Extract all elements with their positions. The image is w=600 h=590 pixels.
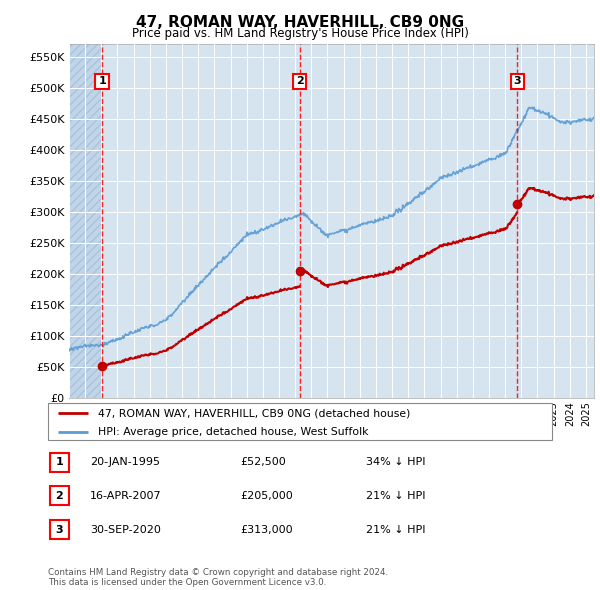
Text: 47, ROMAN WAY, HAVERHILL, CB9 0NG: 47, ROMAN WAY, HAVERHILL, CB9 0NG <box>136 15 464 30</box>
Text: 16-APR-2007: 16-APR-2007 <box>90 491 161 501</box>
Text: Contains HM Land Registry data © Crown copyright and database right 2024.
This d: Contains HM Land Registry data © Crown c… <box>48 568 388 587</box>
Bar <box>50 520 69 539</box>
Text: 3: 3 <box>56 525 63 535</box>
FancyBboxPatch shape <box>48 403 552 440</box>
Text: £313,000: £313,000 <box>240 525 293 535</box>
Text: 1: 1 <box>98 77 106 86</box>
Text: 47, ROMAN WAY, HAVERHILL, CB9 0NG (detached house): 47, ROMAN WAY, HAVERHILL, CB9 0NG (detac… <box>98 408 411 418</box>
Text: 2: 2 <box>296 77 304 86</box>
Bar <box>69 44 102 398</box>
Text: 21% ↓ HPI: 21% ↓ HPI <box>366 491 425 501</box>
Text: 2: 2 <box>56 491 63 501</box>
Text: £205,000: £205,000 <box>240 491 293 501</box>
Text: £52,500: £52,500 <box>240 457 286 467</box>
Text: Price paid vs. HM Land Registry's House Price Index (HPI): Price paid vs. HM Land Registry's House … <box>131 27 469 40</box>
Text: 30-SEP-2020: 30-SEP-2020 <box>90 525 161 535</box>
Text: HPI: Average price, detached house, West Suffolk: HPI: Average price, detached house, West… <box>98 427 369 437</box>
Text: 1: 1 <box>56 457 63 467</box>
Text: 20-JAN-1995: 20-JAN-1995 <box>90 457 160 467</box>
Bar <box>50 487 69 505</box>
Text: 34% ↓ HPI: 34% ↓ HPI <box>366 457 425 467</box>
Text: 21% ↓ HPI: 21% ↓ HPI <box>366 525 425 535</box>
Bar <box>50 453 69 471</box>
Text: 3: 3 <box>514 77 521 86</box>
